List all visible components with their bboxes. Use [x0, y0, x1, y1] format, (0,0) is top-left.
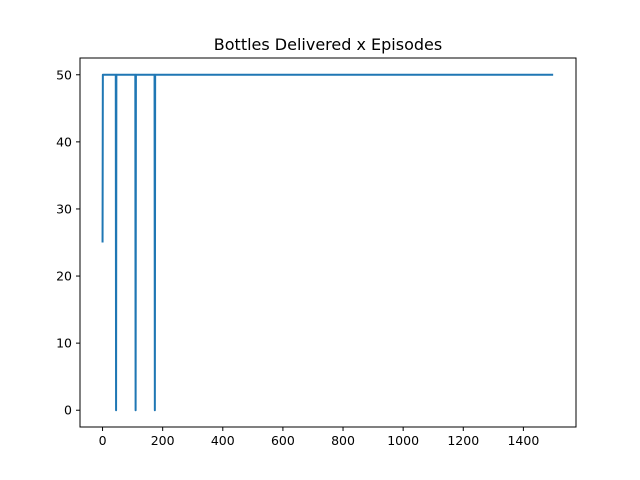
x-tick-label: 400 — [211, 433, 235, 448]
chart-title: Bottles Delivered x Episodes — [214, 35, 442, 54]
x-tick-label: 0 — [99, 433, 107, 448]
x-tick-label: 800 — [331, 433, 355, 448]
plot-frame — [79, 57, 577, 428]
y-tick-label: 10 — [56, 336, 72, 351]
y-tick-label: 50 — [56, 67, 72, 82]
x-tick-label: 1200 — [447, 433, 479, 448]
plot-area: 0 200 400 600 800 1000 1200 1400 0 10 20 30 40 50 — [56, 57, 577, 448]
y-tick-label: 40 — [56, 134, 72, 149]
x-tick-label: 1000 — [387, 433, 419, 448]
x-tick-label: 600 — [271, 433, 295, 448]
series-line-0 — [101, 73, 554, 412]
x-tick-label: 1400 — [507, 433, 539, 448]
x-tick-label: 200 — [151, 433, 175, 448]
y-tick-label: 0 — [64, 403, 72, 418]
y-tick-label: 20 — [56, 269, 72, 284]
y-tick-label: 30 — [56, 201, 72, 216]
